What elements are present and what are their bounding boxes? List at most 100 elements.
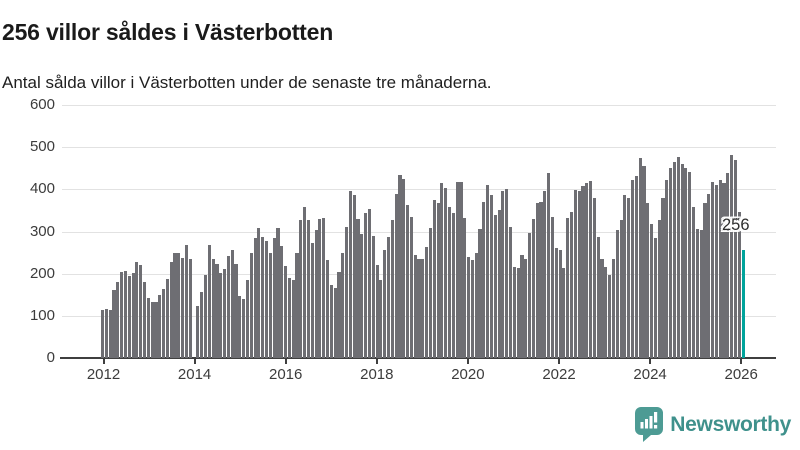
bar xyxy=(497,210,501,358)
bar xyxy=(413,255,417,358)
bar xyxy=(425,246,429,358)
y-axis-tick-label: 400 xyxy=(29,180,55,198)
bar xyxy=(531,219,535,358)
bar xyxy=(737,211,741,358)
bar xyxy=(451,213,455,358)
bar xyxy=(665,180,669,358)
bar xyxy=(615,229,619,358)
y-axis-tick-label: 200 xyxy=(29,264,55,282)
bar xyxy=(158,294,162,358)
x-axis-tick xyxy=(740,359,743,364)
bar xyxy=(661,198,665,358)
bar xyxy=(585,183,589,358)
bar xyxy=(470,260,474,358)
bar xyxy=(520,255,524,358)
bar xyxy=(630,180,635,358)
bar xyxy=(691,206,696,358)
bar xyxy=(608,274,612,358)
bar xyxy=(276,227,280,358)
bar xyxy=(516,268,520,358)
bar xyxy=(558,250,562,358)
bar xyxy=(398,175,402,358)
y-axis-tick-label: 500 xyxy=(29,138,55,156)
bar xyxy=(165,278,169,358)
bar xyxy=(154,301,158,358)
bar xyxy=(181,257,185,358)
bar xyxy=(333,288,337,358)
bar xyxy=(394,193,398,358)
bar xyxy=(474,253,478,358)
bar xyxy=(501,191,505,358)
bar xyxy=(230,250,234,358)
bar xyxy=(611,258,616,358)
bar xyxy=(680,164,684,358)
bar xyxy=(150,301,154,358)
bar xyxy=(219,272,223,358)
bar xyxy=(722,183,726,358)
bar xyxy=(417,258,421,358)
bar xyxy=(318,219,322,358)
bar xyxy=(306,220,311,358)
bar xyxy=(127,275,131,358)
bar xyxy=(162,289,166,358)
bar xyxy=(364,213,368,358)
bar xyxy=(341,253,345,358)
bar xyxy=(402,179,406,358)
bar xyxy=(733,159,738,358)
x-axis-tick xyxy=(284,359,287,364)
bar xyxy=(604,266,608,358)
bar xyxy=(646,203,650,358)
bar xyxy=(676,156,680,358)
bar xyxy=(367,209,372,358)
bar xyxy=(291,280,295,358)
x-axis-tick xyxy=(375,359,378,364)
highlight-value-label: 256 xyxy=(722,216,750,234)
bar xyxy=(463,218,467,358)
bar xyxy=(695,228,699,358)
bar xyxy=(303,206,307,358)
bar xyxy=(669,168,673,358)
bar xyxy=(406,204,410,358)
bar xyxy=(123,271,128,358)
bar xyxy=(478,228,482,358)
bar xyxy=(287,278,291,358)
x-axis-tick-label: 2012 xyxy=(86,366,121,383)
bar xyxy=(383,250,387,358)
bar xyxy=(386,236,391,358)
bar xyxy=(657,220,661,358)
bar xyxy=(101,310,105,358)
bar xyxy=(261,236,265,358)
bar xyxy=(505,188,509,358)
bar xyxy=(547,173,551,358)
bar xyxy=(200,291,204,358)
bar xyxy=(242,299,246,358)
x-axis-tick-label: 2024 xyxy=(633,366,667,383)
bar xyxy=(634,175,638,358)
bar xyxy=(428,228,433,358)
bar xyxy=(234,263,238,358)
bar xyxy=(352,194,356,358)
bar xyxy=(184,245,189,358)
x-axis-tick-label: 2022 xyxy=(542,366,576,383)
bar xyxy=(569,211,574,358)
bar xyxy=(684,168,688,358)
x-axis-line xyxy=(60,357,776,359)
bar xyxy=(268,253,272,358)
bar xyxy=(131,272,135,358)
bar xyxy=(142,282,147,358)
bar xyxy=(489,194,494,358)
bar xyxy=(688,171,692,358)
bar xyxy=(623,194,627,358)
page-title: 256 villor såldes i Västerbotten xyxy=(2,19,334,46)
bar xyxy=(600,258,604,358)
bar xyxy=(672,161,677,358)
bar xyxy=(135,262,139,358)
y-axis-tick-label: 600 xyxy=(29,96,55,113)
y-axis-tick-label: 0 xyxy=(46,349,55,366)
bar xyxy=(375,265,379,358)
bar xyxy=(211,259,215,358)
bar xyxy=(512,266,516,358)
bar xyxy=(173,252,177,358)
bar xyxy=(467,256,471,358)
